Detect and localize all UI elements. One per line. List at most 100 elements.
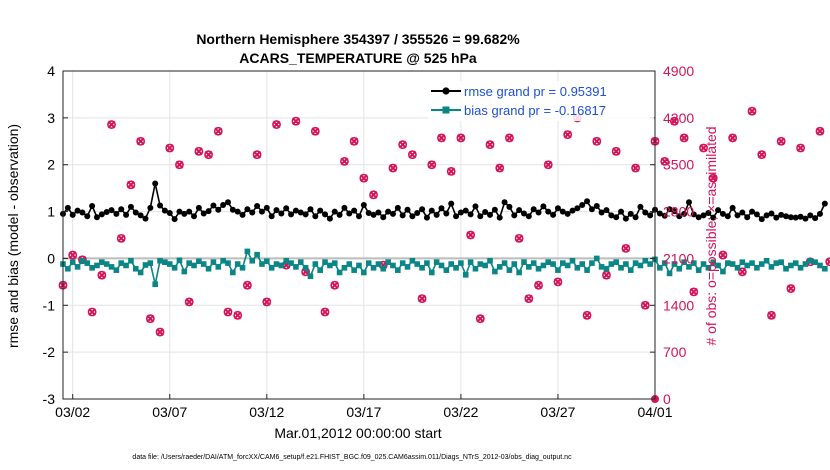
obs-assimilated-marker: [156, 328, 164, 336]
rmse-point: [123, 211, 130, 218]
obs-assimilated-marker: [728, 134, 737, 142]
rmse-point: [292, 207, 299, 214]
rmse-point: [365, 209, 372, 216]
bias-point: [511, 261, 518, 267]
rmse-point: [749, 208, 756, 215]
obs-count-point: [621, 243, 631, 253]
bias-point: [729, 261, 736, 267]
obs-assimilated-marker: [117, 234, 126, 243]
bias-point: [128, 257, 134, 264]
bias-point: [783, 265, 789, 272]
obs-count-point: [349, 136, 359, 146]
rmse-point: [506, 203, 513, 210]
obs-count-point: [291, 116, 301, 126]
rmse-point: [588, 206, 595, 213]
bias-point: [623, 261, 629, 267]
obs-count-point: [670, 116, 679, 126]
rmse-point: [370, 211, 377, 218]
rmse-point: [685, 199, 692, 206]
obs-possible-marker: [349, 136, 359, 146]
bias-point: [686, 264, 692, 270]
bias-point: [637, 262, 644, 269]
obs-possible-marker: [728, 133, 738, 143]
bias-point: [234, 261, 241, 267]
obs-possible-marker: [97, 270, 107, 280]
rmse-point: [234, 208, 241, 215]
obs-count-point: [611, 146, 621, 156]
obs-assimilated-marker: [544, 160, 553, 169]
obs-count-point: [388, 163, 398, 173]
y2-tick-label: 4900: [663, 63, 694, 79]
obs-count-point: [233, 310, 243, 320]
bias-point: [453, 265, 459, 271]
bias-point: [792, 260, 799, 266]
obs-possible-marker: [165, 143, 175, 153]
bias-point: [700, 261, 707, 267]
obs-count-point: [68, 250, 78, 260]
rmse-point: [545, 208, 552, 215]
rmse-point: [336, 211, 343, 218]
rmse-point: [200, 210, 207, 217]
bias-point: [564, 262, 571, 269]
bias-point: [254, 251, 260, 258]
obs-possible-marker: [747, 106, 757, 116]
obs-assimilated-marker: [767, 311, 776, 320]
rmse-point: [821, 200, 828, 207]
bias-point: [196, 258, 202, 265]
y2-tick-label: 1400: [663, 297, 694, 313]
rmse-point: [462, 207, 469, 214]
obs-assimilated-marker: [456, 134, 465, 142]
rmse-point: [108, 207, 115, 214]
obs-assimilated-marker: [670, 117, 679, 126]
bias-point: [380, 265, 387, 272]
rmse-point: [647, 212, 654, 219]
legend-bias-marker: [442, 106, 450, 114]
rmse-point: [210, 202, 217, 209]
rmse-point: [438, 205, 445, 212]
obs-assimilated-marker: [796, 144, 805, 152]
obs-possible-marker: [320, 307, 330, 317]
obs-count-point: [359, 173, 369, 183]
bias-point: [200, 261, 207, 267]
rmse-point: [356, 213, 362, 220]
rmse-point: [787, 214, 794, 221]
chart-subtitle: ACARS_TEMPERATURE @ 525 hPa: [239, 50, 477, 66]
rmse-point: [166, 209, 173, 216]
obs-count-point: [699, 143, 708, 153]
rmse-point: [288, 211, 295, 218]
obs-assimilated-marker: [253, 150, 262, 159]
obs-count-point: [786, 284, 796, 293]
obs-assimilated-marker: [660, 157, 669, 166]
obs-assimilated-marker: [621, 244, 630, 253]
obs-possible-marker: [699, 143, 708, 153]
rmse-point: [593, 202, 600, 209]
obs-possible-marker: [204, 150, 213, 160]
rmse-point: [666, 206, 673, 213]
bias-point: [560, 260, 566, 266]
bias-point: [778, 259, 784, 265]
rmse-point: [278, 210, 285, 217]
bias-point: [69, 259, 76, 265]
rmse-point: [734, 212, 741, 219]
bias-point: [443, 267, 450, 273]
rmse-point: [453, 213, 460, 220]
obs-assimilated-marker: [369, 190, 378, 199]
obs-assimilated-marker: [554, 277, 562, 286]
bias-point: [749, 260, 755, 266]
rmse-point: [322, 211, 329, 218]
rmse-point: [84, 213, 91, 220]
obs-count-point: [165, 143, 175, 153]
bias-point: [244, 248, 251, 255]
bias-point: [695, 267, 702, 273]
y-tick-label: 2: [47, 157, 55, 173]
obs-count-point: [194, 146, 204, 156]
obs-count-point: [87, 307, 97, 317]
bias-point: [113, 267, 120, 273]
obs-assimilated-marker: [786, 284, 795, 293]
obs-assimilated-marker: [330, 281, 339, 290]
rmse-point: [157, 202, 164, 209]
bias-point: [84, 260, 91, 266]
bias-point: [239, 265, 246, 271]
y2-tick-label: 700: [663, 344, 687, 360]
obs-count-point: [126, 180, 136, 190]
